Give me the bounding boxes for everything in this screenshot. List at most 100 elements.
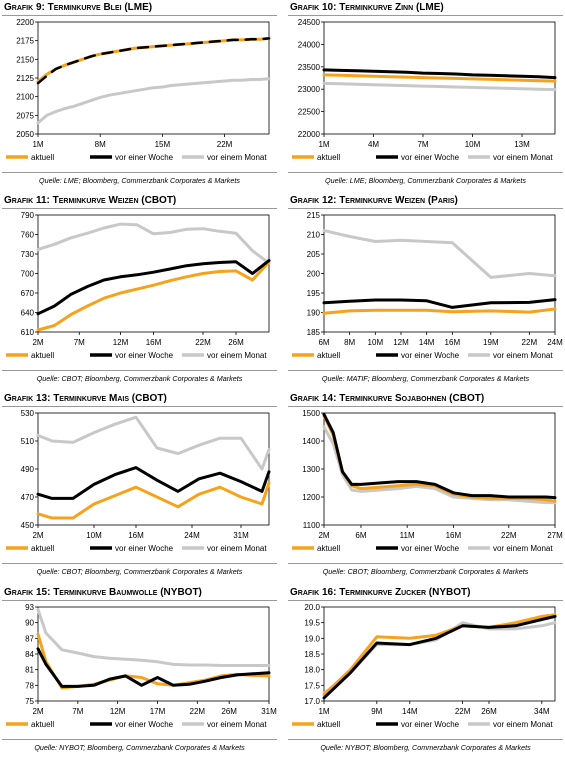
y-tick-label: 790 xyxy=(21,211,35,220)
y-tick-label: 81 xyxy=(25,666,34,675)
line-chart: 450 470 490 510 530 2M 10M 16M 24M 31M aktuell vor … xyxy=(6,409,271,553)
y-tick-label: 700 xyxy=(21,270,35,279)
x-tick-label: 22M xyxy=(522,338,538,347)
chart-title: Grafik 10: Terminkurve Zinn (LME) xyxy=(290,2,444,13)
x-tick-label: 13M xyxy=(514,140,530,149)
source-note: Quelle: LME; Bloomberg, Commerzbank Corp… xyxy=(39,176,240,185)
series-line-monat xyxy=(322,229,557,279)
chart-title: Grafik 13: Terminkurve Mais (CBOT) xyxy=(4,393,167,404)
x-tick-label: 26M xyxy=(221,707,237,716)
legend-label: aktuell xyxy=(31,153,54,162)
line-chart: 610 640 670 700 730 760 790 2M 7M 12M 16M 22M 26M akt… xyxy=(6,211,271,360)
legend-label: vor einem Monat xyxy=(207,544,267,553)
y-tick-label: 2200 xyxy=(16,18,34,27)
line-chart: 185 190 195 200 205 210 215 6M 8M 10M 12M 14M 16M 19M… xyxy=(292,211,563,360)
y-tick-label: 1300 xyxy=(302,465,320,474)
title-rule xyxy=(2,208,277,209)
y-tick-label: 190 xyxy=(307,309,321,318)
series-line-monat xyxy=(36,77,271,125)
x-tick-label: 16M xyxy=(146,338,162,347)
chart-number-label: Grafik 14: xyxy=(290,393,340,404)
legend-label: aktuell xyxy=(317,153,340,162)
title-rule xyxy=(2,406,277,407)
y-tick-label: 610 xyxy=(21,328,35,337)
series-line-aktuell xyxy=(322,73,557,83)
y-tick-label: 730 xyxy=(21,250,35,259)
x-tick-label: 10M xyxy=(86,531,102,540)
y-tick-label: 18.5 xyxy=(304,650,320,659)
chart-title: Grafik 11: Terminkurve Weizen (CBOT) xyxy=(4,195,176,206)
y-tick-label: 760 xyxy=(21,231,35,240)
series-line-monat xyxy=(322,425,557,505)
series-line-woche xyxy=(36,37,271,85)
series-line-woche xyxy=(322,68,557,80)
legend-label: vor einem Monat xyxy=(207,351,267,360)
y-tick-label: 195 xyxy=(307,289,321,298)
bottom-rule xyxy=(2,739,277,740)
title-rule xyxy=(2,15,277,16)
legend-label: aktuell xyxy=(317,544,340,553)
y-tick-label: 1200 xyxy=(302,493,320,502)
x-tick-label: 27M xyxy=(547,531,563,540)
chart-panel-zinn: Grafik 10: Terminkurve Zinn (LME) 22000 22… xyxy=(288,2,565,192)
series-line-woche xyxy=(322,412,557,500)
title-rule xyxy=(288,406,563,407)
x-tick-label: 7M xyxy=(72,707,83,716)
x-tick-label: 26M xyxy=(481,707,497,716)
series-line-aktuell xyxy=(322,307,557,315)
series-line-monat xyxy=(36,608,271,667)
source-note: Quelle: CBOT; Bloomberg, Commerzbank Cor… xyxy=(36,567,243,576)
chart-number-label: Grafik 11: xyxy=(4,195,53,206)
source-note: Quelle: NYBOT; Bloomberg, Commerzbank Co… xyxy=(320,743,531,752)
legend-label: vor einem Monat xyxy=(207,720,267,729)
x-tick-label: 31M xyxy=(233,531,249,540)
chart-title: Grafik 9: Terminkurve Blei (LME) xyxy=(4,2,152,13)
y-tick-label: 17.5 xyxy=(304,681,320,690)
title-rule xyxy=(288,15,563,16)
x-tick-label: 16M xyxy=(128,531,144,540)
y-tick-label: 1500 xyxy=(302,409,320,418)
x-tick-label: 22M xyxy=(195,338,211,347)
line-chart: 2050 2075 2100 2125 2150 2175 2200 1M 8M 15M 22M ak… xyxy=(6,18,271,162)
y-tick-label: 210 xyxy=(307,231,321,240)
chart-title-text: Terminkurve Blei (LME) xyxy=(47,2,153,13)
x-tick-label: 2M xyxy=(318,531,329,540)
y-tick-label: 87 xyxy=(25,634,34,643)
x-tick-label: 31M xyxy=(261,707,277,716)
chart-title-text: Terminkurve Weizen (CBOT) xyxy=(52,195,177,206)
x-tick-label: 6M xyxy=(355,531,366,540)
legend-label: aktuell xyxy=(31,720,54,729)
bottom-rule xyxy=(288,172,563,173)
y-tick-label: 23500 xyxy=(298,63,321,72)
x-tick-label: 24M xyxy=(547,338,563,347)
y-tick-label: 2075 xyxy=(16,111,34,120)
y-tick-label: 2100 xyxy=(16,93,34,102)
chart-title: Grafik 16: Terminkurve Zucker (NYBOT) xyxy=(290,587,470,598)
y-tick-label: 19.0 xyxy=(304,634,320,643)
series-line-woche xyxy=(36,259,271,316)
line-chart: 22000 22500 23000 23500 24000 24500 1M 4M 7M 10M 1… xyxy=(292,18,557,162)
bottom-rule xyxy=(288,739,563,740)
source-note: Quelle: CBOT; Bloomberg, Commerzbank Cor… xyxy=(322,567,529,576)
x-tick-label: 10M xyxy=(368,338,384,347)
x-tick-label: 2M xyxy=(32,338,43,347)
y-tick-label: 93 xyxy=(25,603,34,612)
chart-title-text: Terminkurve Zucker (NYBOT) xyxy=(339,587,471,598)
series-line-monat xyxy=(36,222,271,265)
y-tick-label: 24000 xyxy=(298,40,321,49)
y-tick-label: 78 xyxy=(25,681,34,690)
x-tick-label: 8M xyxy=(95,140,106,149)
series-line-aktuell xyxy=(322,613,557,697)
chart-number-label: Grafik 12: xyxy=(290,195,340,206)
line-chart: 1100 1200 1300 1400 1500 2M 6M 11M 16M 22M 27M aktu… xyxy=(292,409,563,553)
legend-label: aktuell xyxy=(31,544,54,553)
legend-label: vor einem Monat xyxy=(493,153,553,162)
y-tick-label: 510 xyxy=(21,437,35,446)
series-line-monat xyxy=(322,81,557,92)
x-tick-label: 1M xyxy=(318,140,329,149)
y-tick-label: 1100 xyxy=(303,521,321,530)
x-tick-label: 8M xyxy=(344,338,355,347)
plot-frame xyxy=(37,412,270,526)
line-chart: 17.0 17.5 18.0 18.5 19.0 19.5 20.0 1M 9M 14M 22M 26… xyxy=(292,603,557,729)
x-tick-label: 14M xyxy=(402,707,418,716)
